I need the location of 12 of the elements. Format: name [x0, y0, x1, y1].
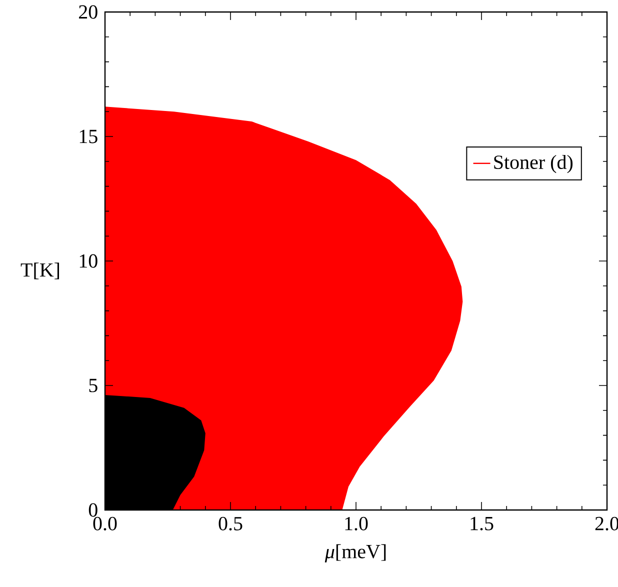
- x-axis-title: μ[meV]: [324, 544, 386, 562]
- x-tick-label: 1.5: [470, 516, 494, 530]
- y-axis-title: T[K]: [20, 262, 59, 280]
- y-tick-label: 0: [88, 503, 98, 517]
- y-tick-label: 20: [79, 5, 98, 19]
- x-tick-label: 0.0: [93, 516, 117, 530]
- y-tick-label: 5: [89, 378, 98, 392]
- x-tick-label: 0.5: [218, 516, 242, 530]
- x-tick-label: 1.0: [345, 516, 368, 530]
- legend-label: Stoner (d): [494, 154, 573, 174]
- y-tick-label: 15: [80, 130, 98, 144]
- y-tick-label: 10: [80, 254, 98, 268]
